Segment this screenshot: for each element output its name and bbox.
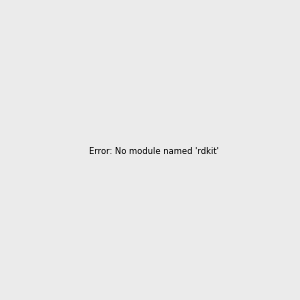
Text: Error: No module named 'rdkit': Error: No module named 'rdkit' bbox=[89, 147, 219, 156]
